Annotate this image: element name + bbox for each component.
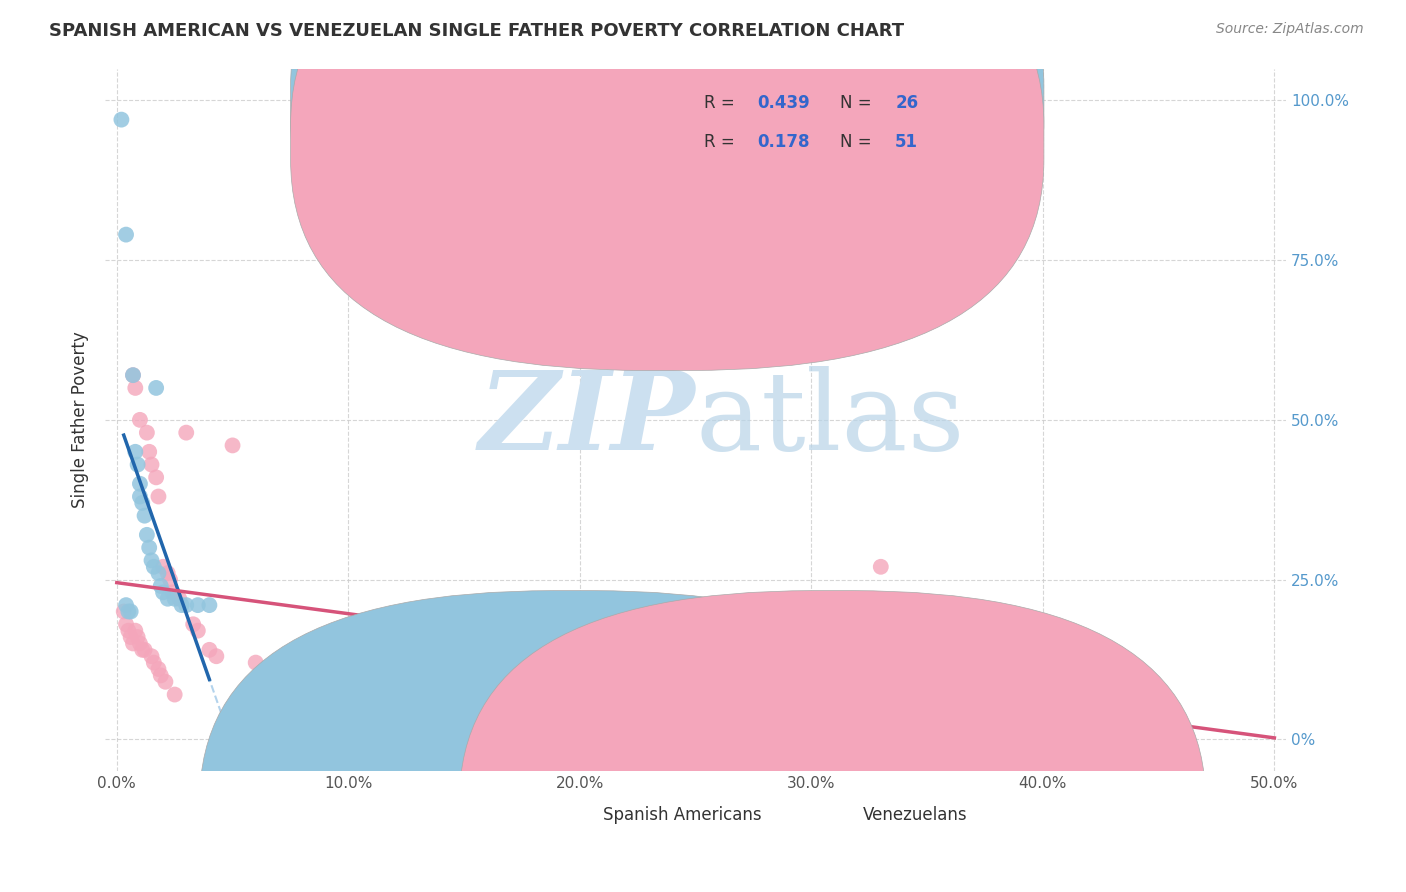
Point: [156, 591, 179, 606]
Point: [148, 566, 170, 581]
Text: ZIP: ZIP: [479, 366, 696, 474]
Point: [124, 624, 146, 638]
Point: [152, 559, 174, 574]
Text: Source: ZipAtlas.com: Source: ZipAtlas.com: [1216, 22, 1364, 37]
Point: [915, 605, 938, 619]
Point: [117, 605, 139, 619]
FancyBboxPatch shape: [291, 0, 1043, 332]
Point: [120, 630, 142, 644]
Text: Venezuelans: Venezuelans: [863, 806, 967, 824]
Text: 51: 51: [896, 133, 918, 151]
Point: [522, 688, 544, 702]
FancyBboxPatch shape: [460, 591, 1206, 892]
Point: [141, 553, 163, 567]
Point: [187, 598, 209, 612]
Point: [122, 368, 145, 383]
Point: [131, 496, 153, 510]
Point: [129, 636, 152, 650]
Point: [115, 227, 138, 242]
Point: [149, 668, 172, 682]
Text: N =: N =: [839, 133, 876, 151]
Point: [174, 598, 197, 612]
Point: [181, 617, 204, 632]
Point: [198, 598, 221, 612]
Text: N =: N =: [839, 95, 876, 112]
Point: [115, 617, 138, 632]
Point: [1054, 706, 1077, 721]
Point: [115, 598, 138, 612]
Point: [131, 643, 153, 657]
Point: [112, 605, 135, 619]
Point: [156, 566, 179, 581]
Point: [187, 624, 209, 638]
Point: [127, 630, 149, 644]
Point: [135, 425, 157, 440]
Text: R =: R =: [704, 133, 740, 151]
Text: atlas: atlas: [696, 367, 965, 474]
Point: [124, 381, 146, 395]
Point: [162, 585, 184, 599]
Text: Spanish Americans: Spanish Americans: [603, 806, 762, 824]
Point: [134, 643, 156, 657]
Point: [337, 674, 360, 689]
Point: [148, 662, 170, 676]
Point: [129, 476, 152, 491]
Point: [124, 445, 146, 459]
Point: [159, 573, 181, 587]
Point: [145, 381, 167, 395]
Text: 0.178: 0.178: [756, 133, 810, 151]
Text: SPANISH AMERICAN VS VENEZUELAN SINGLE FATHER POVERTY CORRELATION CHART: SPANISH AMERICAN VS VENEZUELAN SINGLE FA…: [49, 22, 904, 40]
Text: 0.439: 0.439: [756, 95, 810, 112]
Point: [638, 694, 661, 708]
Point: [129, 413, 152, 427]
Point: [986, 700, 1008, 714]
Point: [169, 591, 191, 606]
FancyBboxPatch shape: [200, 591, 946, 892]
Point: [148, 490, 170, 504]
Point: [129, 490, 152, 504]
FancyBboxPatch shape: [624, 76, 991, 163]
Point: [163, 591, 186, 606]
Point: [800, 700, 823, 714]
Point: [384, 681, 406, 695]
Point: [122, 636, 145, 650]
Point: [267, 662, 290, 676]
Point: [245, 656, 267, 670]
Point: [453, 688, 475, 702]
Point: [145, 470, 167, 484]
Point: [568, 605, 591, 619]
Y-axis label: Single Father Poverty: Single Father Poverty: [72, 332, 89, 508]
Point: [141, 458, 163, 472]
Point: [134, 508, 156, 523]
Point: [149, 579, 172, 593]
Point: [138, 541, 160, 555]
Text: 26: 26: [896, 95, 918, 112]
Point: [163, 688, 186, 702]
Point: [142, 559, 165, 574]
Point: [135, 528, 157, 542]
FancyBboxPatch shape: [291, 0, 1043, 370]
Point: [141, 649, 163, 664]
Point: [122, 368, 145, 383]
Point: [120, 605, 142, 619]
Point: [205, 649, 228, 664]
Point: [152, 585, 174, 599]
Point: [174, 425, 197, 440]
Point: [221, 438, 243, 452]
Point: [155, 674, 177, 689]
Text: R =: R =: [704, 95, 740, 112]
Point: [127, 458, 149, 472]
Point: [731, 694, 754, 708]
Point: [138, 445, 160, 459]
Point: [142, 656, 165, 670]
Point: [869, 559, 891, 574]
Point: [1125, 706, 1147, 721]
Point: [291, 668, 314, 682]
Point: [117, 624, 139, 638]
Point: [198, 643, 221, 657]
Point: [110, 112, 132, 127]
Point: [170, 598, 193, 612]
